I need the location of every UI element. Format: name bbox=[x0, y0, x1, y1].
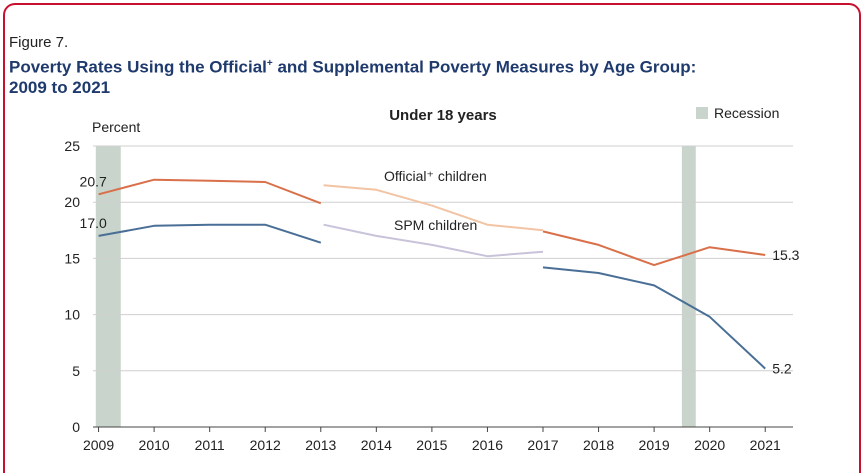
series-line-official-segment-0 bbox=[98, 178, 322, 205]
y-tick-label: 25 bbox=[64, 138, 80, 154]
series-label-official-text: Official⁺ children bbox=[384, 168, 487, 184]
x-tick-label: 2014 bbox=[361, 437, 392, 453]
y-tick-label: 20 bbox=[64, 194, 80, 210]
series-line-spm-segment-1 bbox=[323, 223, 544, 258]
figure-frame bbox=[3, 3, 861, 473]
x-tick-label: 2010 bbox=[139, 437, 170, 453]
x-tick-label: 2012 bbox=[250, 437, 281, 453]
y-tick-label: 0 bbox=[72, 419, 80, 435]
x-tick-label: 2020 bbox=[694, 437, 725, 453]
figure-label: Figure 7. bbox=[9, 34, 69, 51]
data-label: 17.0 bbox=[80, 215, 107, 231]
data-label: 15.3 bbox=[772, 247, 799, 263]
x-tick-label: 2015 bbox=[416, 437, 447, 453]
series-line-official-segment-1 bbox=[323, 184, 544, 232]
x-tick-label: 2021 bbox=[750, 437, 781, 453]
poverty-chart: 0 5 10 15 20 25 2009 2010 2011 2012 2013 2014 2015 20… bbox=[64, 105, 799, 453]
x-tick-label: 2017 bbox=[527, 437, 558, 453]
x-tick-label: 2019 bbox=[639, 437, 670, 453]
y-tick-label: 15 bbox=[64, 250, 80, 266]
figure-title-part2: and Supplemental Poverty Measures by Age… bbox=[272, 57, 697, 77]
x-tick-label: 2016 bbox=[472, 437, 503, 453]
y-tick-label: 5 bbox=[72, 363, 80, 379]
series-label-official: Official⁺ children bbox=[384, 168, 487, 184]
series-line-spm-segment-0 bbox=[98, 223, 322, 244]
data-label: 5.2 bbox=[772, 361, 792, 377]
x-tick-label: 2013 bbox=[305, 437, 336, 453]
figure-title: Poverty Rates Using the Official+ and Su… bbox=[9, 54, 829, 98]
x-tick-label: 2018 bbox=[583, 437, 614, 453]
figure-title-sup: + bbox=[266, 58, 273, 69]
y-tick-label: 10 bbox=[64, 307, 80, 323]
series-line-spm-segment-2 bbox=[542, 266, 766, 370]
legend-recession-swatch bbox=[696, 107, 708, 119]
figure-title-part1: Poverty Rates Using the Official bbox=[9, 57, 267, 77]
data-label: 20.7 bbox=[80, 173, 107, 189]
series-line-official-segment-2 bbox=[542, 230, 766, 267]
figure-title-line2: 2009 to 2021 bbox=[9, 77, 111, 97]
x-tick-label: 2011 bbox=[195, 437, 225, 453]
x-tick-label: 2009 bbox=[83, 437, 114, 453]
legend-recession-label: Recession bbox=[714, 105, 779, 121]
series-label-spm: SPM children bbox=[394, 217, 477, 233]
panel-title: Under 18 years bbox=[389, 107, 497, 124]
y-axis-label: Percent bbox=[92, 119, 140, 135]
recession-band-0 bbox=[95, 146, 121, 427]
recession-band-1 bbox=[681, 146, 696, 427]
